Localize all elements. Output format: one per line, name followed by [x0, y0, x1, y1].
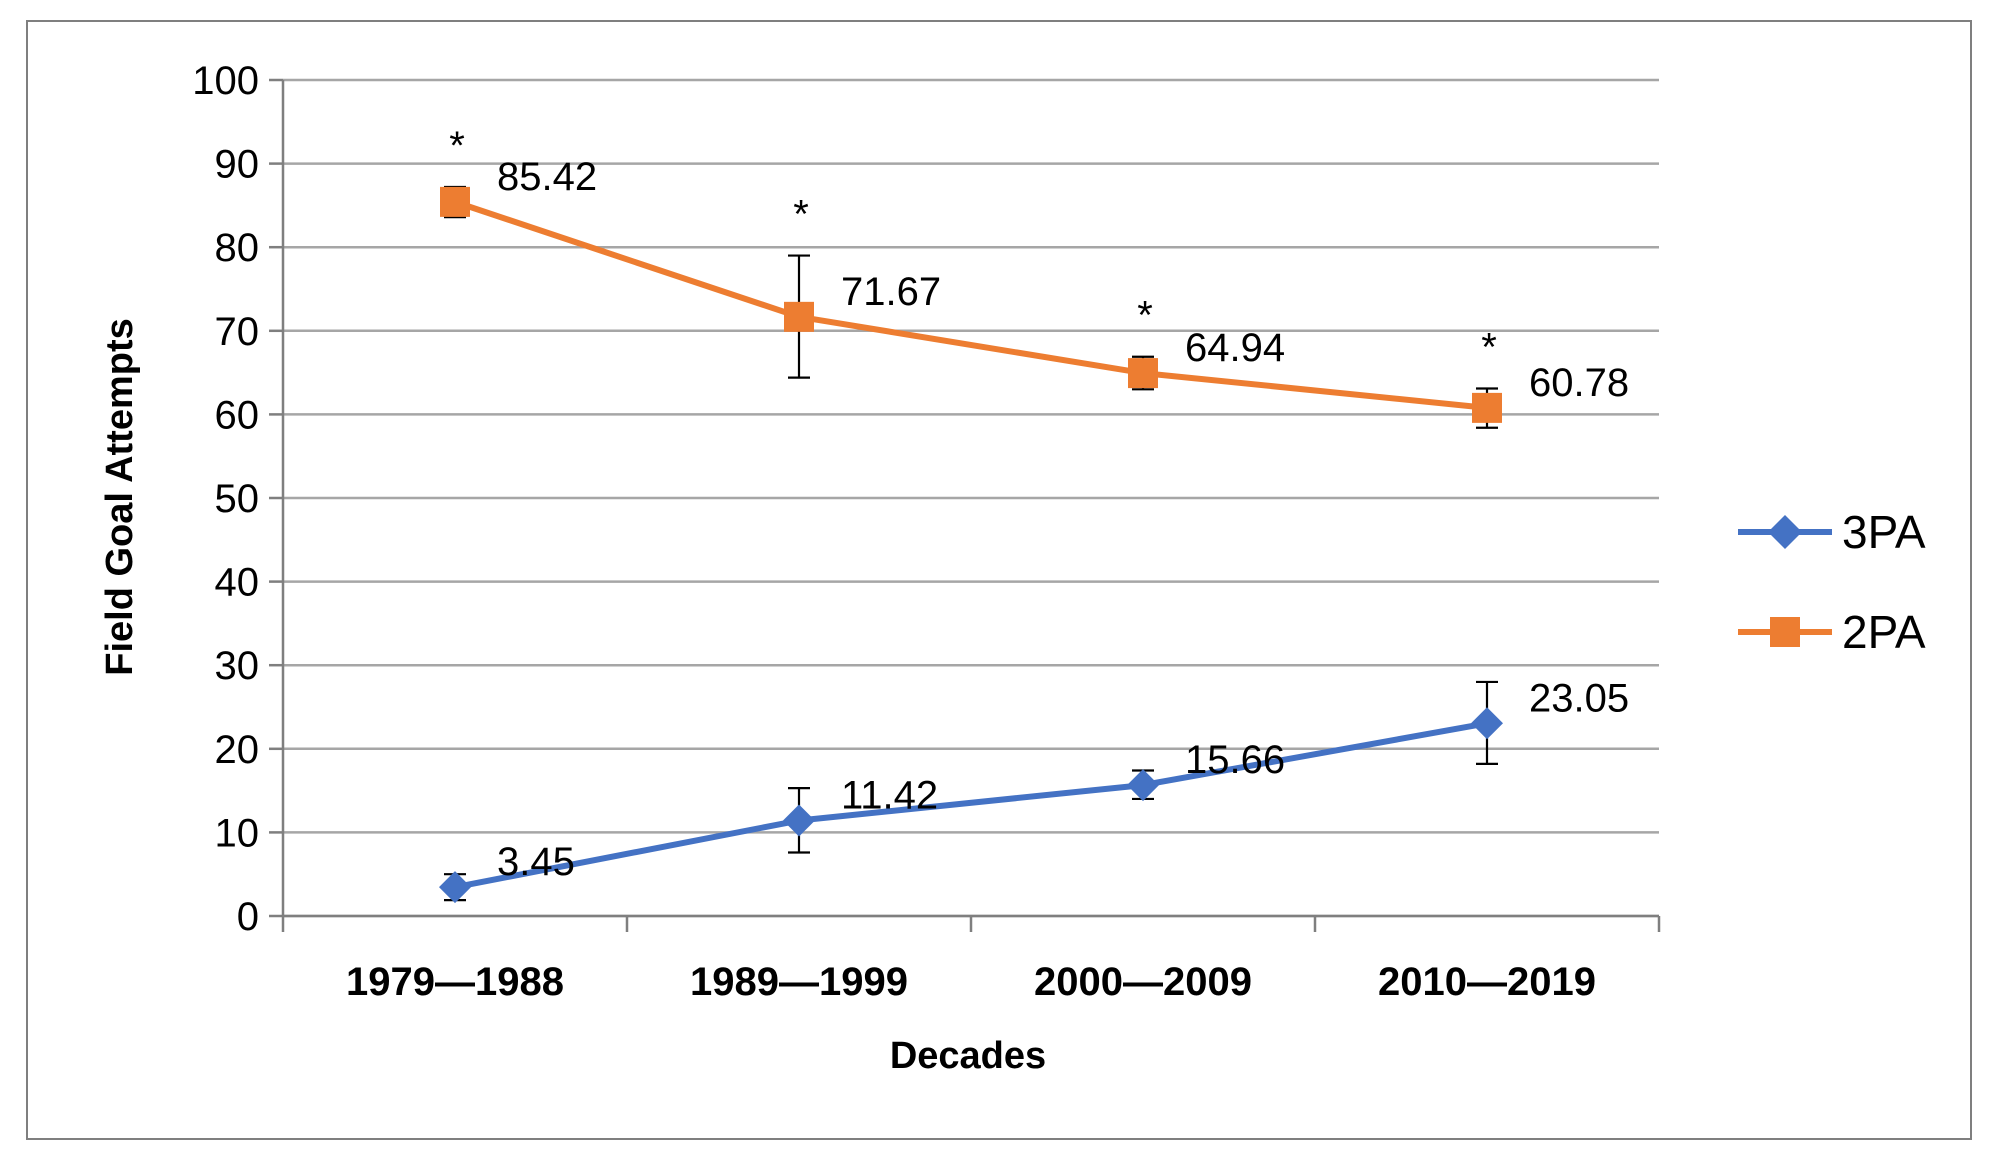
square-marker: [440, 186, 470, 217]
x-tick-label: 2000—2009: [1034, 960, 1252, 1004]
significance-marker: *: [1481, 325, 1497, 369]
y-tick-label: 90: [215, 143, 260, 187]
significance-marker: *: [793, 193, 809, 237]
y-tick-label: 60: [215, 393, 260, 437]
y-tick-label: 30: [215, 644, 260, 688]
significance-marker: *: [449, 124, 465, 168]
error-bars: [444, 185, 1498, 902]
data-label: 71.67: [841, 270, 941, 314]
legend-label: 2PA: [1842, 606, 1926, 658]
legend-square-marker: [1770, 617, 1800, 647]
square-marker: [1128, 358, 1158, 389]
data-label: 60.78: [1529, 361, 1629, 405]
significance-marker: *: [1137, 294, 1153, 338]
square-marker: [1472, 392, 1502, 423]
square-marker: [784, 301, 814, 332]
legend-diamond-marker: [1768, 515, 1802, 549]
data-label: 11.42: [841, 774, 938, 818]
series-lines: [454, 199, 1488, 891]
diamond-marker: [1127, 769, 1159, 802]
y-tick-label: 40: [215, 561, 260, 605]
y-tick-label: 10: [215, 811, 260, 855]
diamond-marker: [1471, 707, 1503, 740]
gridlines: [283, 78, 1659, 918]
x-tick-label: 1989—1999: [690, 960, 908, 1004]
data-label: 23.05: [1529, 676, 1629, 720]
data-label: 64.94: [1185, 326, 1285, 370]
data-labels: 3.45 11.42 15.66 23.05 85.42 * 71.67 * 64.94 * 60.…: [449, 124, 1629, 884]
y-tick-label: 70: [215, 310, 260, 354]
series-markers: [439, 186, 1503, 904]
x-tick-label: 2010—2019: [1378, 960, 1596, 1004]
data-label: 85.42: [497, 155, 597, 199]
legend-label: 3PA: [1842, 506, 1926, 558]
axes: [269, 78, 1661, 932]
y-tick-labels: 0 10 20 30 40 50 60 70 80 90 100: [192, 59, 259, 939]
y-tick-label: 50: [215, 477, 260, 521]
diamond-marker: [439, 871, 471, 904]
x-tick-labels: 1979—1988 1989—1999 2000—2009 2010—2019: [346, 960, 1596, 1004]
diamond-marker: [783, 804, 815, 837]
legend: 3PA 2PA: [1738, 506, 1926, 658]
series-line: [454, 720, 1488, 891]
x-tick-label: 1979—1988: [346, 960, 564, 1004]
chart-frame: [26, 20, 1972, 1140]
data-label: 15.66: [1185, 738, 1285, 782]
y-tick-label: 80: [215, 226, 260, 270]
y-axis-title: Field Goal Attempts: [99, 318, 141, 676]
y-tick-label: 100: [192, 59, 259, 103]
y-tick-label: 20: [215, 728, 260, 772]
series-line: [454, 199, 1488, 411]
x-axis-title: Decades: [890, 1035, 1046, 1077]
y-tick-label: 0: [237, 895, 259, 939]
data-label: 3.45: [497, 840, 575, 884]
